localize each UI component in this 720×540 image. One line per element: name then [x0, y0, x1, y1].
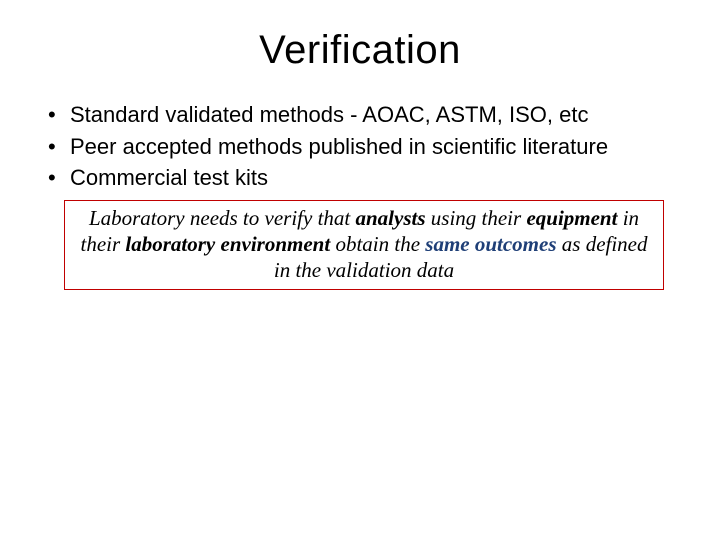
callout-text: using their — [426, 206, 527, 230]
callout-box: Laboratory needs to verify that analysts… — [64, 200, 664, 291]
callout-emph-equipment: equipment — [526, 206, 617, 230]
slide-title: Verification — [0, 0, 720, 73]
callout-emph-analysts: analysts — [356, 206, 426, 230]
callout-text: Laboratory needs to verify that — [89, 206, 356, 230]
list-item: Commercial test kits — [48, 164, 680, 192]
callout-text: obtain the — [330, 232, 425, 256]
bullet-list: Standard validated methods - AOAC, ASTM,… — [48, 101, 680, 192]
slide: Verification Standard validated methods … — [0, 0, 720, 540]
callout-emph-same-outcomes: same outcomes — [425, 232, 556, 256]
callout-emph-environment: laboratory environment — [125, 232, 330, 256]
list-item: Peer accepted methods published in scien… — [48, 133, 680, 161]
list-item: Standard validated methods - AOAC, ASTM,… — [48, 101, 680, 129]
callout-container: Laboratory needs to verify that analysts… — [64, 200, 664, 291]
